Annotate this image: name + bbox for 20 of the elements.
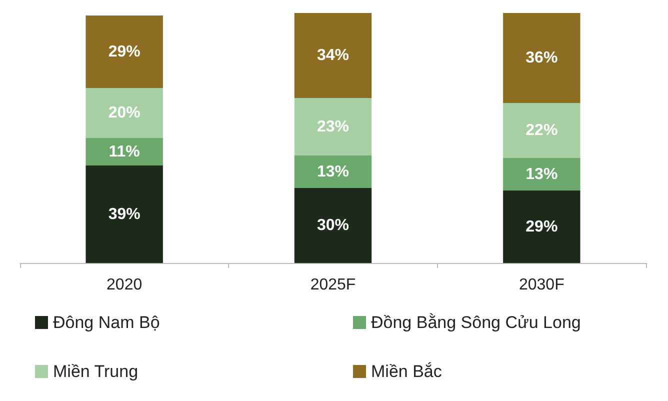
x-tick-label: 2025F: [310, 276, 356, 294]
x-tick-label: 2020: [106, 276, 142, 294]
data-label: 13%: [526, 166, 558, 183]
bar: [86, 166, 163, 263]
legend-label: Đông Nam Bộ: [53, 313, 160, 332]
data-label: 29%: [526, 218, 558, 236]
data-label: 22%: [526, 122, 558, 139]
data-label: 30%: [316, 217, 350, 234]
legend-label: Đồng Bằng Sông Cửu Long: [371, 313, 581, 332]
data-label: 20%: [108, 104, 140, 122]
legend-label: Miền Bắc: [371, 362, 442, 381]
data-label: 11%: [108, 143, 140, 160]
x-tick-label: 2030F: [518, 276, 565, 294]
data-label: 36%: [526, 50, 558, 66]
data-label: 29%: [108, 43, 140, 60]
data-label: 23%: [316, 118, 350, 136]
data-label: 39%: [108, 206, 140, 223]
legend-label: Miền Trung: [53, 362, 138, 381]
data-label: 34%: [316, 47, 350, 64]
data-label: 13%: [316, 163, 350, 180]
